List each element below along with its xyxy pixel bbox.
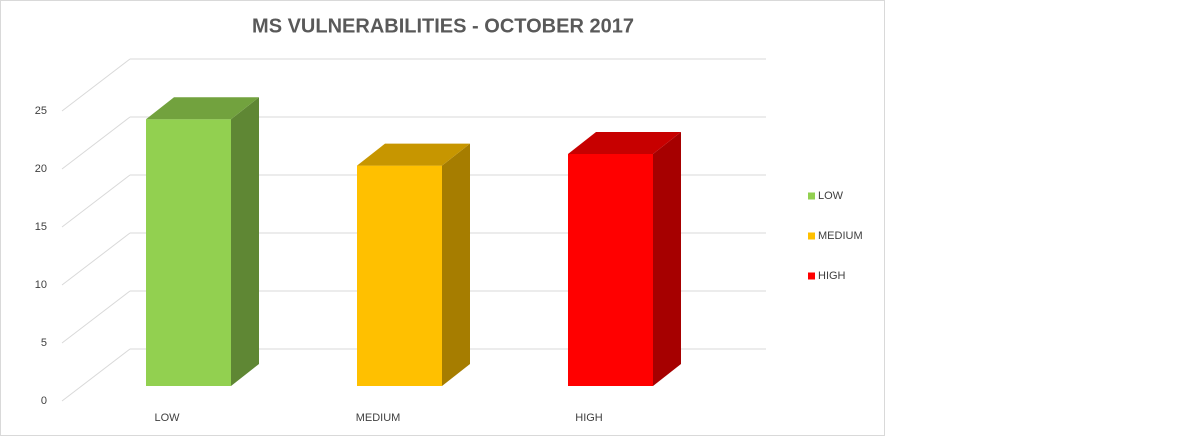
bar-front bbox=[357, 165, 442, 386]
bar-top bbox=[357, 143, 470, 166]
bar-top bbox=[568, 132, 681, 154]
grid-line-floor bbox=[61, 348, 131, 402]
bar-side bbox=[653, 132, 681, 386]
bar-front bbox=[146, 119, 231, 386]
grid-line-floor bbox=[61, 232, 131, 286]
bar-side bbox=[231, 97, 259, 386]
legend-swatch bbox=[808, 192, 815, 200]
chart-title: MS VULNERABILITIES - OCTOBER 2017 bbox=[252, 15, 634, 37]
legend-swatch bbox=[808, 272, 815, 280]
bar-side bbox=[442, 143, 470, 386]
grid-line-floor bbox=[61, 58, 131, 112]
grid-line-floor bbox=[61, 290, 131, 344]
grid-line-floor bbox=[61, 174, 131, 228]
legend-label: HIGH bbox=[818, 270, 846, 282]
bar-front bbox=[568, 154, 653, 386]
legend-swatch bbox=[808, 232, 815, 240]
grid-line-floor bbox=[61, 116, 131, 170]
legend-label: MEDIUM bbox=[818, 230, 863, 242]
x-tick-label: MEDIUM bbox=[356, 412, 401, 424]
y-tick-label: 15 bbox=[35, 221, 47, 233]
y-tick-label: 0 bbox=[41, 395, 47, 407]
x-tick-label: LOW bbox=[154, 412, 180, 424]
y-tick-label: 5 bbox=[41, 337, 47, 349]
y-tick-label: 10 bbox=[35, 279, 47, 291]
y-tick-label: 25 bbox=[35, 105, 47, 117]
x-tick-label: HIGH bbox=[575, 412, 603, 424]
bar-top bbox=[146, 97, 259, 120]
y-tick-label: 20 bbox=[35, 163, 47, 175]
legend-label: LOW bbox=[818, 190, 844, 202]
